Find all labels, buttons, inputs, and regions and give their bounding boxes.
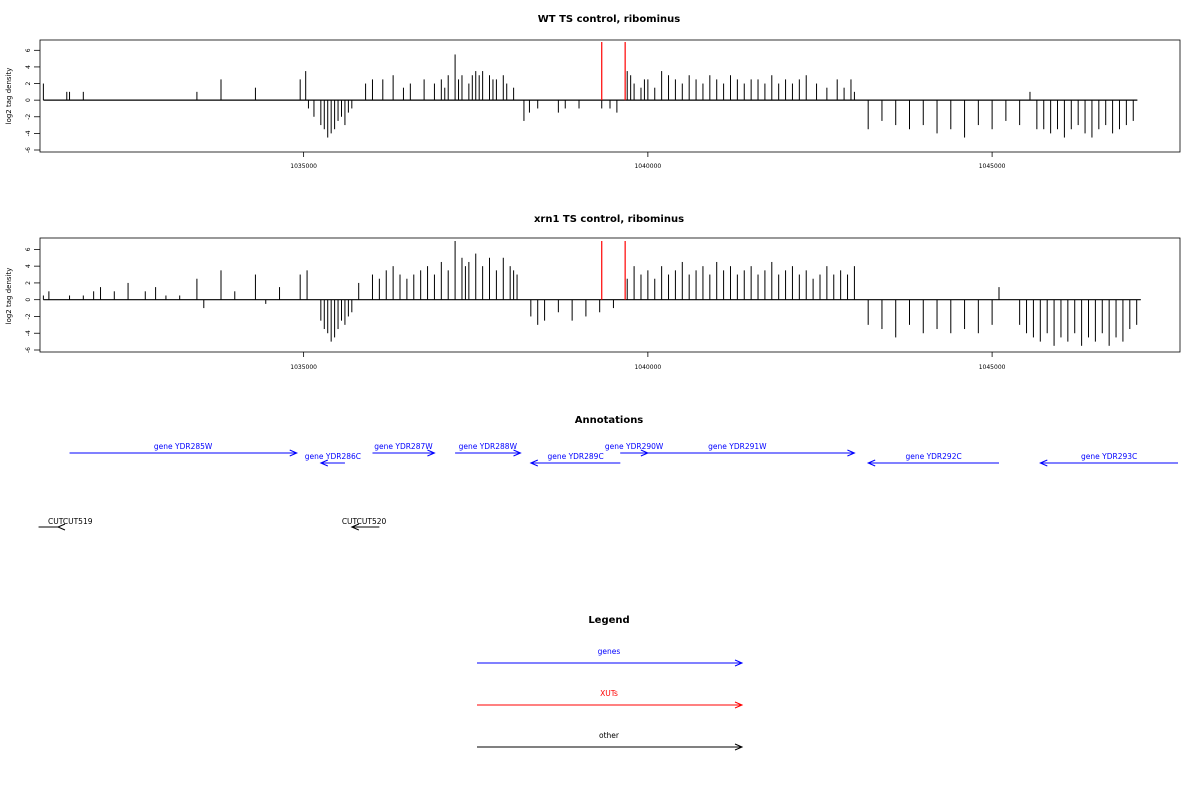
- y-tick-label: 4: [25, 65, 32, 69]
- legend-arrow: [477, 659, 744, 667]
- x-tick-label: 1040000: [634, 364, 661, 371]
- panel-wt-y-axis: 6 4 2 0 -2 -4 -6: [25, 48, 40, 153]
- other-label: CUTCUT519: [48, 517, 93, 526]
- y-tick-label: 0: [25, 98, 32, 102]
- y-tick-label: 4: [25, 264, 32, 268]
- legend-label: genes: [598, 647, 621, 656]
- panel-xrn1-x-axis: 1035000 1040000 1045000: [290, 352, 1006, 371]
- y-tick-label: -4: [25, 130, 32, 136]
- x-tick-label: 1040000: [634, 163, 661, 170]
- gene-arrow: [455, 449, 522, 457]
- y-tick-label: 6: [25, 48, 32, 52]
- gene-label: gene YDR285W: [154, 442, 213, 451]
- panel-wt-title: WT TS control, ribominus: [538, 14, 681, 25]
- gene-label: gene YDR287W: [374, 442, 433, 451]
- panel-wt-xut-markers: [601, 42, 626, 101]
- gene-label: gene YDR291W: [708, 442, 767, 451]
- legend-items: genes XUTs other: [477, 647, 744, 751]
- gene-label: gene YDR289C: [547, 452, 603, 461]
- panel-xrn1-title: xrn1 TS control, ribominus: [534, 214, 684, 225]
- gene-label: gene YDR290W: [605, 442, 664, 451]
- y-tick-label: -2: [25, 114, 32, 120]
- legend-arrow: [477, 743, 744, 751]
- gene-arrow: [319, 459, 345, 467]
- y-tick-label: 2: [25, 281, 32, 285]
- panel-xrn1-bars: [42, 241, 1138, 346]
- gene-arrow: [372, 449, 436, 457]
- y-tick-label: 2: [25, 81, 32, 85]
- gene-annotations: gene YDR285W gene YDR286C gene YDR287W gene…: [69, 442, 1178, 467]
- other-arrow: [38, 523, 66, 531]
- other-label: CUTCUT520: [342, 517, 387, 526]
- panel-wt-x-axis: 1035000 1040000 1045000: [290, 152, 1006, 170]
- legend: Legend genes XUTs other: [477, 615, 744, 751]
- gene-arrow: [529, 459, 621, 467]
- y-tick-label: 6: [25, 247, 32, 251]
- x-tick-label: 1045000: [979, 163, 1006, 170]
- panel-xrn1-frame: [39, 237, 1181, 353]
- y-tick-label: -4: [25, 330, 32, 336]
- legend-arrow: [477, 701, 744, 709]
- annotations-title: Annotations: [575, 415, 644, 426]
- legend-label: other: [599, 731, 620, 740]
- panel-xrn1-y-axis: 6 4 2 0 -2 -4 -6: [25, 247, 40, 353]
- other-annotations: CUTCUT519 CUTCUT520: [38, 517, 387, 531]
- panel-xrn1: xrn1 TS control, ribominus log2 tag dens…: [5, 214, 1181, 371]
- panel-wt: WT TS control, ribominus log2 tag densit…: [5, 14, 1181, 170]
- panel-wt-bars: [42, 54, 1134, 138]
- x-tick-label: 1045000: [979, 364, 1006, 371]
- panel-xrn1-ylabel: log2 tag density: [5, 268, 13, 325]
- y-tick-label: 0: [25, 298, 32, 302]
- gene-arrow: [620, 449, 856, 457]
- legend-title: Legend: [588, 615, 629, 626]
- x-tick-label: 1035000: [290, 163, 317, 170]
- y-tick-label: -2: [25, 313, 32, 319]
- x-tick-label: 1035000: [290, 364, 317, 371]
- gene-label: gene YDR286C: [305, 452, 361, 461]
- panel-wt-ylabel: log2 tag density: [5, 68, 13, 125]
- y-tick-label: -6: [25, 147, 32, 153]
- legend-label: XUTs: [600, 689, 618, 698]
- panel-xrn1-xut-markers: [601, 241, 626, 300]
- other-arrow: [350, 523, 380, 531]
- gene-arrow: [69, 449, 299, 457]
- gene-label: gene YDR293C: [1081, 452, 1137, 461]
- y-tick-label: -6: [25, 347, 32, 353]
- gene-label: gene YDR288W: [459, 442, 518, 451]
- gene-label: gene YDR292C: [905, 452, 961, 461]
- panel-wt-frame: [39, 39, 1181, 153]
- gene-arrow: [1039, 459, 1178, 467]
- gene-arrow: [866, 459, 999, 467]
